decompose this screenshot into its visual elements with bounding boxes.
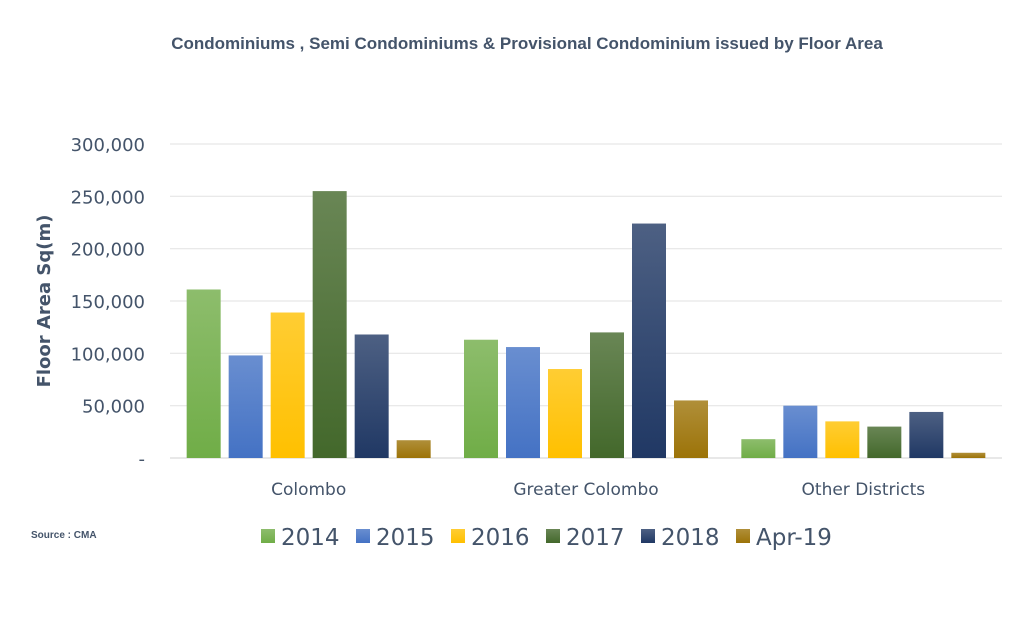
y-axis-ticks: - 50,000 100,000 150,000 200,000 250,000 300,0… xyxy=(71,135,145,470)
bar-greater-colombo-apr-19 xyxy=(674,400,708,458)
bar-greater-colombo-2016 xyxy=(548,369,582,458)
bar-greater-colombo-2017 xyxy=(590,332,624,458)
bar-colombo-2018 xyxy=(354,334,389,458)
chart-title: Condominiums , Semi Condominiums & Provi… xyxy=(171,34,883,53)
bar-greater-colombo-2014 xyxy=(464,339,498,458)
bar-other-districts-2017 xyxy=(867,426,902,458)
legend-label: Apr-19 xyxy=(756,525,832,551)
bar-colombo-2015 xyxy=(228,355,263,458)
source-note: Source : CMA xyxy=(31,530,97,541)
legend-swatch xyxy=(546,529,560,543)
legend: 2014 2015 2016 2017 2018 Apr-19 xyxy=(261,525,832,551)
legend-swatch xyxy=(736,529,750,543)
bars xyxy=(186,191,986,458)
bar-greater-colombo-2018 xyxy=(632,223,666,458)
y-tick-label: 150,000 xyxy=(71,292,145,313)
bar-other-districts-2014 xyxy=(741,439,776,458)
bar-greater-colombo-2015 xyxy=(506,347,540,458)
x-category-label: Other Districts xyxy=(802,480,926,500)
x-category-label: Greater Colombo xyxy=(513,480,658,500)
x-category-label: Colombo xyxy=(271,480,346,500)
legend-swatch xyxy=(356,529,370,543)
y-tick-label: - xyxy=(139,449,146,470)
legend-label: 2017 xyxy=(566,525,625,551)
bar-other-districts-2016 xyxy=(825,421,860,458)
legend-label: 2018 xyxy=(661,525,720,551)
bar-colombo-apr-19 xyxy=(396,440,431,458)
y-tick-label: 250,000 xyxy=(71,187,145,208)
bar-colombo-2017 xyxy=(312,191,347,458)
y-axis-label: Floor Area Sq(m) xyxy=(34,215,55,388)
bar-colombo-2016 xyxy=(270,312,305,458)
y-tick-label: 50,000 xyxy=(82,397,145,418)
bar-other-districts-apr-19 xyxy=(951,452,986,458)
y-tick-label: 100,000 xyxy=(71,344,145,365)
legend-swatch xyxy=(261,529,275,543)
x-axis-categories: Colombo Greater Colombo Other Districts xyxy=(271,480,925,500)
y-tick-label: 300,000 xyxy=(71,135,145,156)
legend-label: 2015 xyxy=(376,525,435,551)
legend-label: 2014 xyxy=(281,525,340,551)
legend-swatch xyxy=(451,529,465,543)
legend-swatch xyxy=(641,529,655,543)
legend-label: 2016 xyxy=(471,525,530,551)
bar-colombo-2014 xyxy=(186,289,221,458)
bar-other-districts-2015 xyxy=(783,405,818,458)
gridlines xyxy=(170,143,1002,459)
bar-other-districts-2018 xyxy=(909,411,944,458)
y-tick-label: 200,000 xyxy=(71,240,145,261)
